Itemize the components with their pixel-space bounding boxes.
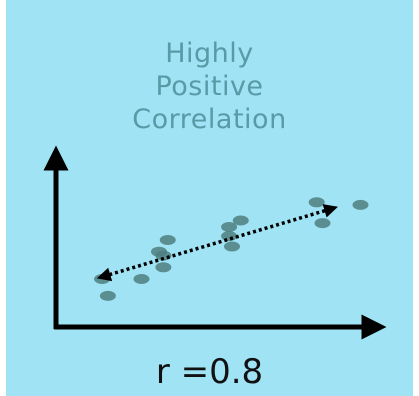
data-point-5 bbox=[155, 262, 172, 273]
chart-title-line-2: Positive bbox=[155, 71, 264, 102]
trend-line bbox=[96, 204, 338, 282]
chart-title-line-3: Correlation bbox=[132, 104, 287, 135]
scatter-plot bbox=[43, 145, 387, 340]
data-point-2 bbox=[99, 290, 116, 301]
data-point-14 bbox=[352, 199, 369, 210]
data-point-9 bbox=[221, 231, 238, 242]
chart-panel: Highly Positive Correlation r =0.8 bbox=[6, 0, 413, 396]
data-point-6 bbox=[159, 235, 176, 245]
data-point-3 bbox=[133, 274, 150, 284]
data-point-11 bbox=[232, 215, 249, 226]
data-point-7 bbox=[151, 246, 167, 257]
data-point-13 bbox=[314, 218, 331, 229]
chart-title-line-1: Highly bbox=[165, 38, 254, 69]
data-point-1 bbox=[94, 274, 111, 284]
data-point-10 bbox=[224, 241, 240, 252]
correlation-coefficient: r =0.8 bbox=[155, 352, 264, 392]
data-points bbox=[94, 197, 369, 301]
data-point-12 bbox=[308, 197, 325, 208]
